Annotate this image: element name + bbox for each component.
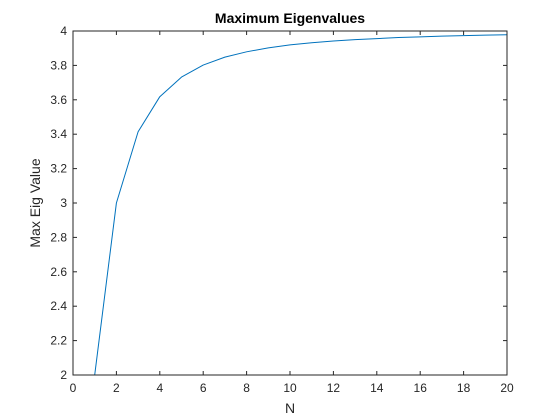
series-layer [94, 34, 507, 375]
y-tick-label: 2 [60, 368, 67, 382]
x-tick-label: 16 [414, 381, 428, 395]
y-axis-ticks: 2 2.2 2.4 2.6 2.8 3 3.2 3.4 3.6 3.8 4 [50, 24, 507, 382]
x-tick-label: 8 [243, 381, 250, 395]
y-tick-label: 2.6 [50, 265, 67, 279]
y-tick-label: 3.6 [50, 93, 67, 107]
y-tick-label: 2.2 [50, 334, 67, 348]
x-axis-label: N [285, 400, 295, 416]
x-tick-label: 4 [156, 381, 163, 395]
chart-title: Maximum Eigenvalues [215, 10, 365, 26]
x-tick-label: 10 [283, 381, 297, 395]
y-tick-label: 3 [60, 196, 67, 210]
x-axis-ticks: 0 2 4 6 8 10 12 14 16 18 20 [70, 31, 514, 395]
y-tick-label: 3.2 [50, 162, 67, 176]
y-axis-label: Max Eig Value [27, 158, 43, 247]
x-tick-label: 0 [70, 381, 77, 395]
x-tick-label: 12 [327, 381, 341, 395]
plot-background [73, 31, 507, 375]
y-tick-label: 4 [60, 24, 67, 38]
x-tick-label: 18 [457, 381, 471, 395]
y-tick-label: 3.4 [50, 127, 67, 141]
y-tick-label: 2.8 [50, 230, 67, 244]
x-tick-label: 20 [500, 381, 514, 395]
series-line-0 [94, 34, 507, 375]
y-tick-label: 2.4 [50, 299, 67, 313]
y-tick-label: 3.8 [50, 58, 67, 72]
x-tick-label: 2 [113, 381, 120, 395]
x-tick-label: 6 [200, 381, 207, 395]
x-tick-label: 14 [370, 381, 384, 395]
